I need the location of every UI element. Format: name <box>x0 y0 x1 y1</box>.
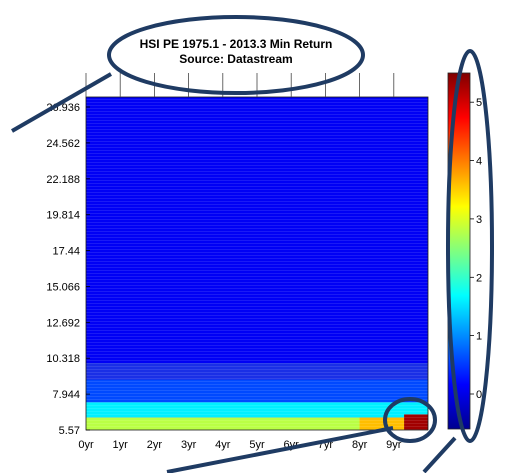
y-tick-label: 5.57 <box>59 425 80 437</box>
colorbar-tick-label: 2 <box>476 272 482 284</box>
heatmap-texture <box>86 97 428 430</box>
y-tick-label: 17.44 <box>52 246 80 258</box>
x-tick-label: 2yr <box>147 439 163 451</box>
x-tick-label: 5yr <box>249 439 265 451</box>
y-tick-label: 10.318 <box>46 353 80 365</box>
y-tick-label: 22.188 <box>46 174 80 186</box>
y-tick-label: 24.562 <box>46 138 80 150</box>
x-tick-label: 4yr <box>215 439 231 451</box>
chart-subtitle: Source: Datastream <box>179 52 292 66</box>
heatmap-plot-area <box>85 96 429 431</box>
y-tick-label: 12.692 <box>46 317 80 329</box>
title-connector-line <box>11 72 112 133</box>
y-tick-label: 15.066 <box>46 282 80 294</box>
colorbar-connector-line <box>422 436 457 473</box>
x-tick-label: 3yr <box>181 439 197 451</box>
colorbar-tick-label: 4 <box>476 156 482 168</box>
colorbar-tick-label: 3 <box>476 214 482 226</box>
colorbar-callout-ellipse <box>446 49 494 443</box>
colorbar-tick-label: 1 <box>476 331 482 343</box>
y-axis-tick-labels: 5.57 7.944 10.318 12.692 15.066 17.44 19.814 22… <box>46 102 90 437</box>
annotations <box>11 15 494 473</box>
chart-title: HSI PE 1975.1 - 2013.3 Min Return <box>140 37 333 51</box>
x-tick-label: 0yr <box>78 439 94 451</box>
x-tick-label: 8yr <box>352 439 368 451</box>
y-tick-label: 7.944 <box>52 389 80 401</box>
colorbar-tick-label: 0 <box>476 389 482 401</box>
colorbar-tick-labels: 0 1 2 3 4 5 <box>470 97 482 401</box>
colorbar-tick-label: 5 <box>476 97 482 109</box>
x-axis-tick-labels: 0yr 1yr 2yr 3yr 4yr 5yr 6yr 7yr 8yr 9yr <box>78 439 401 451</box>
hotspot-callout-ellipse <box>383 397 437 443</box>
x-tick-label: 9yr <box>386 439 402 451</box>
y-tick-label: 19.814 <box>46 210 80 222</box>
x-tick-label: 1yr <box>113 439 129 451</box>
hotspot-connector-line <box>166 426 394 473</box>
title-callout-ellipse <box>107 15 365 95</box>
